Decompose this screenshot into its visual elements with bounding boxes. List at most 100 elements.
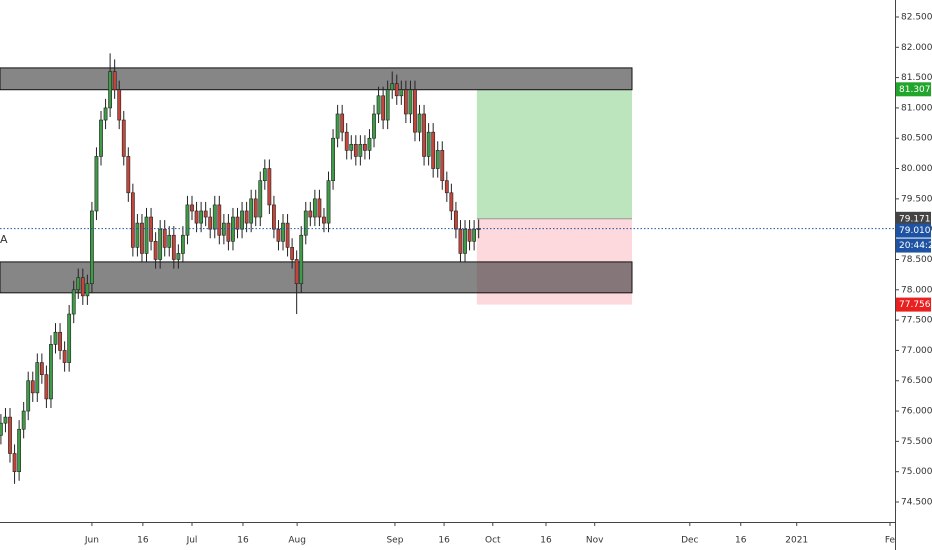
candle-body xyxy=(281,222,285,242)
candle-body xyxy=(53,331,58,345)
target-area xyxy=(476,89,633,219)
candle-body xyxy=(367,137,372,151)
candle-body xyxy=(299,234,304,285)
candle-body xyxy=(312,198,317,218)
candle-body xyxy=(272,204,276,230)
candle-body xyxy=(335,113,340,139)
y-tick-label: 78.000 xyxy=(901,285,932,295)
legend-fragment: A xyxy=(0,233,8,246)
candle-body xyxy=(435,150,440,169)
candle-body xyxy=(190,204,194,212)
candle-body xyxy=(199,210,204,224)
candle-body xyxy=(8,416,12,454)
candle-body xyxy=(303,210,308,236)
candle-body xyxy=(467,228,472,242)
candle-body xyxy=(181,234,185,254)
candle-body xyxy=(76,277,81,291)
candle-body xyxy=(249,198,254,224)
y-tick-label: 80.000 xyxy=(901,164,932,174)
x-tick-label: 2021 xyxy=(785,536,808,546)
candle-body xyxy=(454,210,458,230)
candle-body xyxy=(171,234,176,260)
candle-body xyxy=(340,113,345,133)
candle-body xyxy=(67,313,72,363)
candle-body xyxy=(444,180,449,194)
last-price-tag: 79.010 xyxy=(899,226,931,236)
x-tick-label: 16 xyxy=(735,536,747,546)
candle-body xyxy=(431,131,436,169)
candle-body xyxy=(285,222,290,248)
x-tick-label: Jul xyxy=(186,536,198,546)
candle-body xyxy=(121,119,126,157)
candle-body xyxy=(185,204,190,236)
y-tick-label: 74.500 xyxy=(901,497,932,507)
candle-body xyxy=(17,428,22,472)
candle-body xyxy=(167,234,172,248)
plot xyxy=(0,53,895,484)
x-tick-label: 16 xyxy=(540,536,552,546)
y-tick-label: 76.500 xyxy=(901,376,932,386)
candle-body xyxy=(399,89,404,97)
candle-body xyxy=(108,71,113,109)
candle-body xyxy=(26,380,31,412)
candle-body xyxy=(458,228,463,254)
candle-body xyxy=(426,131,431,157)
candle-body xyxy=(231,216,235,242)
candle-body xyxy=(353,143,358,157)
candle-body xyxy=(240,210,244,230)
x-tick-label: Aug xyxy=(288,536,306,546)
y-tick-label: 79.500 xyxy=(901,194,932,204)
candle-body xyxy=(12,453,17,472)
x-tick-label: 16 xyxy=(438,536,450,546)
candle-body xyxy=(140,222,144,254)
candle-body xyxy=(326,180,331,224)
candle-body xyxy=(162,228,167,248)
candle-body xyxy=(413,89,417,133)
x-tick-label: Dec xyxy=(681,536,698,546)
candle-body xyxy=(62,350,67,363)
candle-body xyxy=(417,113,422,133)
candle-body xyxy=(390,83,395,91)
candle-body xyxy=(363,143,367,151)
candle-body xyxy=(99,119,103,157)
candle-body xyxy=(85,283,90,297)
y-tick-label: 77.000 xyxy=(901,346,932,356)
candle-body xyxy=(103,107,108,121)
y-tick-label: 80.500 xyxy=(901,134,932,144)
candle-body xyxy=(117,89,122,121)
candle-body xyxy=(94,156,99,212)
candle-body xyxy=(267,168,272,206)
candle-body xyxy=(135,222,140,248)
candle-body xyxy=(276,228,281,242)
x-tick-label: 16 xyxy=(137,536,149,546)
y-tick-label: 81.500 xyxy=(901,73,932,83)
zone xyxy=(0,67,633,91)
candle-body xyxy=(258,180,263,218)
candle-body xyxy=(71,289,76,315)
zone xyxy=(0,261,633,294)
y-tick-label: 82.500 xyxy=(901,12,932,22)
candle-body xyxy=(349,143,354,151)
y-tick-label: 75.000 xyxy=(901,467,932,477)
candle-body xyxy=(21,410,26,430)
candle-body xyxy=(153,240,158,260)
candle-body xyxy=(112,71,117,91)
x-tick-label: Nov xyxy=(586,536,604,546)
candle-body xyxy=(212,204,217,230)
candle-body xyxy=(35,362,40,394)
candle-body xyxy=(463,228,467,254)
target-tag: 81.307 xyxy=(899,85,931,95)
countdown-tag: 20:44:23 xyxy=(899,241,932,251)
countdown-tag-bg xyxy=(896,238,931,253)
candle-body xyxy=(290,247,295,260)
candle-body xyxy=(358,143,363,157)
candle-body xyxy=(403,89,408,115)
candle-body xyxy=(39,362,44,375)
candle-body xyxy=(244,210,249,224)
candle-body xyxy=(331,137,335,181)
y-tick-label: 78.500 xyxy=(901,255,932,265)
candle-body xyxy=(440,150,445,181)
candle-body xyxy=(385,89,390,121)
entry-tag-bg xyxy=(896,211,931,226)
y-tick-label: 75.500 xyxy=(901,437,932,447)
